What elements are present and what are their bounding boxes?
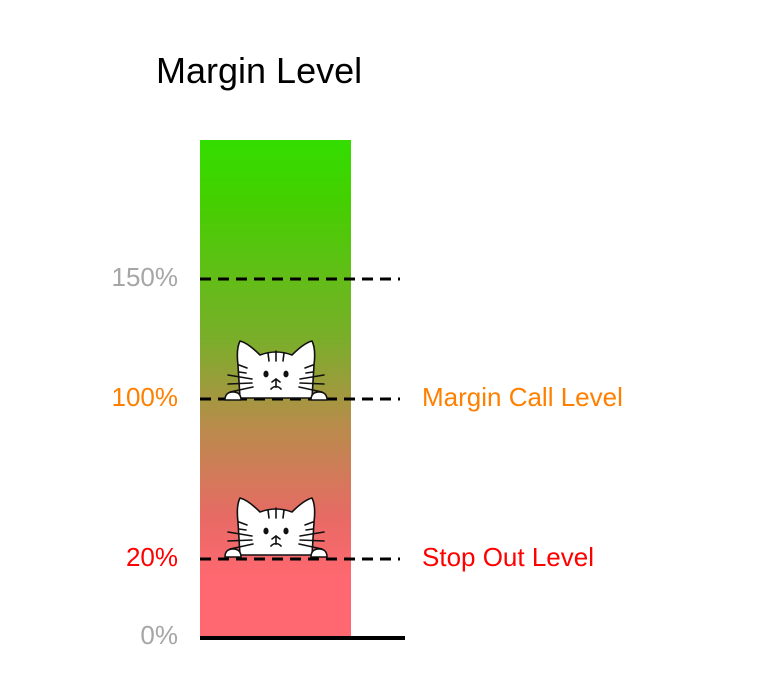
margin-call-level-label: Margin Call Level bbox=[422, 382, 623, 412]
diagram-title: Margin Level bbox=[156, 50, 363, 91]
label-100-percent: 100% bbox=[111, 382, 179, 412]
label-0-percent: 0% bbox=[140, 620, 178, 650]
cat-icon bbox=[224, 497, 328, 558]
label-20-percent: 20% bbox=[125, 542, 178, 572]
cat-icon bbox=[224, 340, 328, 401]
stop-out-level-label: Stop Out Level bbox=[422, 542, 594, 572]
label-150-percent: 150% bbox=[111, 262, 179, 292]
